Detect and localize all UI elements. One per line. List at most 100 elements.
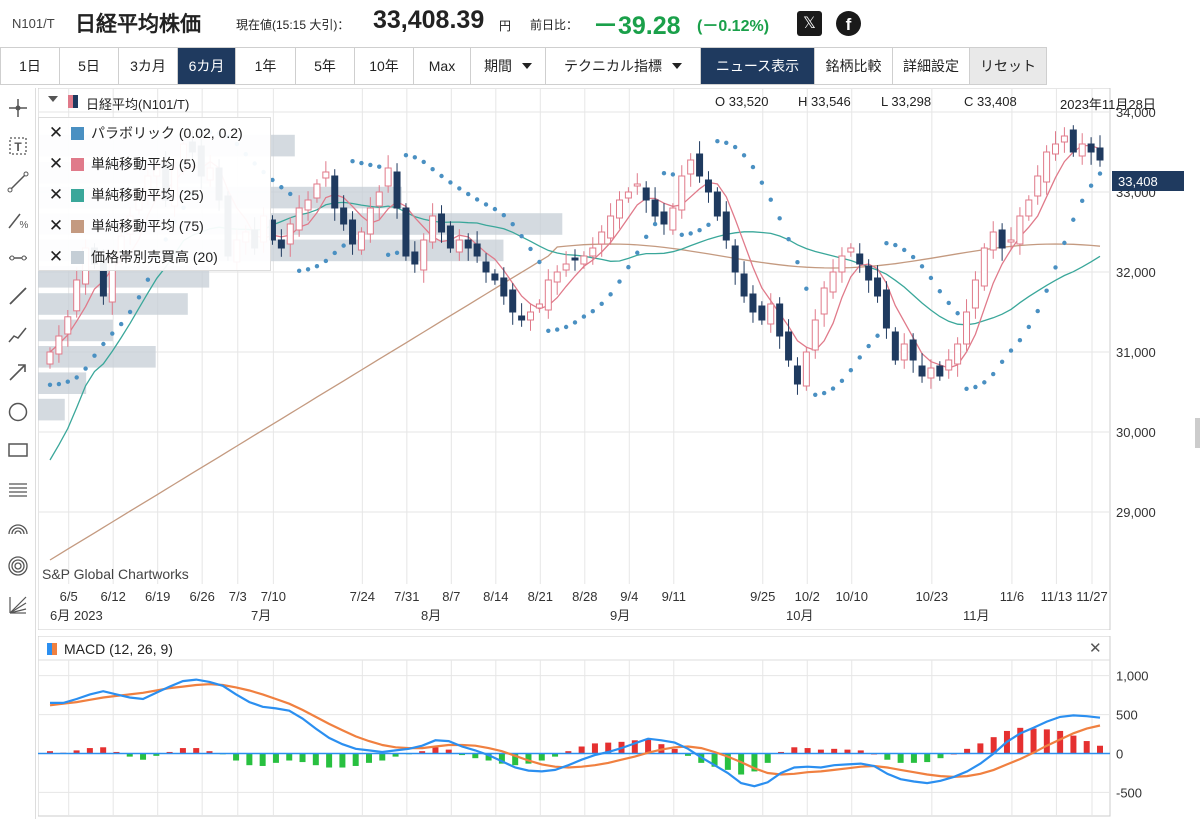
candle-body: [758, 305, 766, 321]
remove-indicator-icon[interactable]: ✕: [48, 185, 64, 204]
candle-body: [349, 219, 357, 245]
period-menu-label: 期間: [484, 58, 512, 74]
candle-body: [286, 223, 294, 245]
macd-histogram-bar: [1030, 728, 1037, 754]
fibonacci-circle-icon[interactable]: [6, 554, 30, 578]
candle-body: [642, 187, 650, 201]
macd-histogram-bar: [817, 749, 824, 754]
period-1d-button[interactable]: 1日: [0, 47, 60, 85]
fibonacci-icon[interactable]: [6, 478, 30, 502]
fan-tool-icon[interactable]: [6, 593, 30, 617]
legend-swatch: [71, 219, 84, 233]
macd-chart[interactable]: MACD (12, 26, 9) ✕ 1,000 500 0 -500: [38, 636, 1200, 819]
chevron-down-icon: [672, 63, 682, 69]
macd-histogram-bar: [857, 750, 864, 754]
percent-line-icon[interactable]: %: [6, 208, 30, 232]
drawing-tools-sidebar: T %: [0, 88, 36, 819]
period-menu[interactable]: 期間: [471, 47, 546, 85]
candle-body: [1034, 175, 1042, 197]
macd-histogram-bar: [751, 753, 758, 772]
candle-body: [660, 211, 668, 225]
remove-indicator-icon[interactable]: ✕: [48, 123, 64, 142]
trend-line-icon[interactable]: [6, 170, 30, 194]
sar-dot: [964, 386, 969, 391]
scrollbar-handle[interactable]: [1195, 418, 1200, 448]
settings-button[interactable]: 詳細設定: [893, 47, 970, 85]
candle-body: [927, 367, 935, 379]
period-1y-button[interactable]: 1年: [236, 47, 296, 85]
candle-body: [767, 303, 775, 325]
ohlc-open: O 33,520: [715, 94, 769, 109]
text-tool-icon[interactable]: T: [6, 134, 30, 158]
candle-body: [731, 245, 739, 273]
period-6m-button[interactable]: 6カ月: [178, 47, 236, 85]
period-5d-button[interactable]: 5日: [60, 47, 119, 85]
macd-histogram-bar: [365, 753, 372, 763]
quote-header: N101/T 日経平均株価 現在値(15:15 大引)： 33,408.39 円…: [0, 0, 1200, 46]
period-10y-button[interactable]: 10年: [355, 47, 414, 85]
sar-dot: [732, 144, 738, 150]
show-news-button[interactable]: ニュース表示: [701, 47, 815, 85]
period-5y-button[interactable]: 5年: [296, 47, 355, 85]
sar-dot: [750, 164, 756, 170]
candle-body: [1016, 215, 1024, 245]
month-label: 8月: [421, 608, 441, 623]
facebook-share-icon[interactable]: f: [836, 11, 861, 36]
sar-dot: [830, 386, 836, 391]
ohlc-low: L 33,298: [881, 94, 932, 109]
sar-dot: [599, 301, 604, 306]
macd-close-icon[interactable]: ✕: [1089, 640, 1102, 657]
watermark: S&P Global Chartworks: [42, 566, 189, 582]
sar-dot: [902, 247, 907, 253]
period-3m-button[interactable]: 3カ月: [119, 47, 178, 85]
date-tick-label: 11/27: [1076, 589, 1108, 604]
macd-histogram-bar: [153, 753, 160, 756]
rectangle-tool-icon[interactable]: [6, 438, 30, 462]
candle-body: [277, 239, 285, 249]
date-tick-label: 10/23: [916, 589, 949, 604]
sar-dot: [893, 242, 898, 248]
crosshair-icon[interactable]: [6, 96, 30, 120]
candle-body: [1043, 151, 1051, 183]
sar-dot: [581, 314, 587, 319]
collapse-icon[interactable]: [48, 96, 58, 102]
macd-histogram-bar: [724, 753, 731, 770]
svg-text:T: T: [14, 140, 22, 154]
horizontal-line-icon[interactable]: [6, 246, 30, 270]
sar-dot: [652, 221, 658, 227]
macd-histogram-bar: [485, 753, 492, 761]
candle-body: [980, 247, 988, 287]
circle-tool-icon[interactable]: [6, 400, 30, 424]
sar-dot: [279, 185, 284, 190]
fibonacci-arc-icon[interactable]: [6, 516, 30, 540]
legend-label: 単純移動平均 (25): [91, 187, 204, 203]
sar-dot: [412, 155, 418, 160]
channel-icon[interactable]: [6, 322, 30, 346]
candle-body: [571, 257, 579, 261]
line-segment-icon[interactable]: [6, 284, 30, 308]
compare-button[interactable]: 銘柄比較: [815, 47, 893, 85]
candle-body: [624, 191, 632, 199]
sar-dot: [1097, 171, 1103, 176]
macd-histogram-bar: [1097, 745, 1103, 754]
macd-tick-label: 1,000: [1116, 669, 1149, 684]
sar-dot: [288, 191, 293, 197]
date-tick-label: 7/10: [261, 589, 286, 604]
arrow-line-icon[interactable]: [6, 360, 30, 384]
x-share-icon[interactable]: 𝕏: [797, 11, 822, 36]
sar-dot: [670, 172, 676, 177]
period-max-button[interactable]: Max: [414, 47, 471, 85]
sar-dot: [1026, 324, 1032, 330]
sar-dot: [323, 258, 329, 264]
remove-indicator-icon[interactable]: ✕: [48, 247, 64, 266]
reset-button[interactable]: リセット: [970, 47, 1047, 85]
technical-indicators-menu[interactable]: テクニカル指標: [546, 47, 701, 85]
sar-dot: [590, 308, 595, 314]
candle-body: [998, 229, 1006, 249]
macd-histogram-bar: [1043, 729, 1050, 754]
remove-indicator-icon[interactable]: ✕: [48, 154, 64, 173]
volume-profile-bar: [38, 372, 87, 394]
remove-indicator-icon[interactable]: ✕: [48, 216, 64, 235]
candle-body: [322, 171, 330, 179]
candle-body: [687, 159, 695, 175]
